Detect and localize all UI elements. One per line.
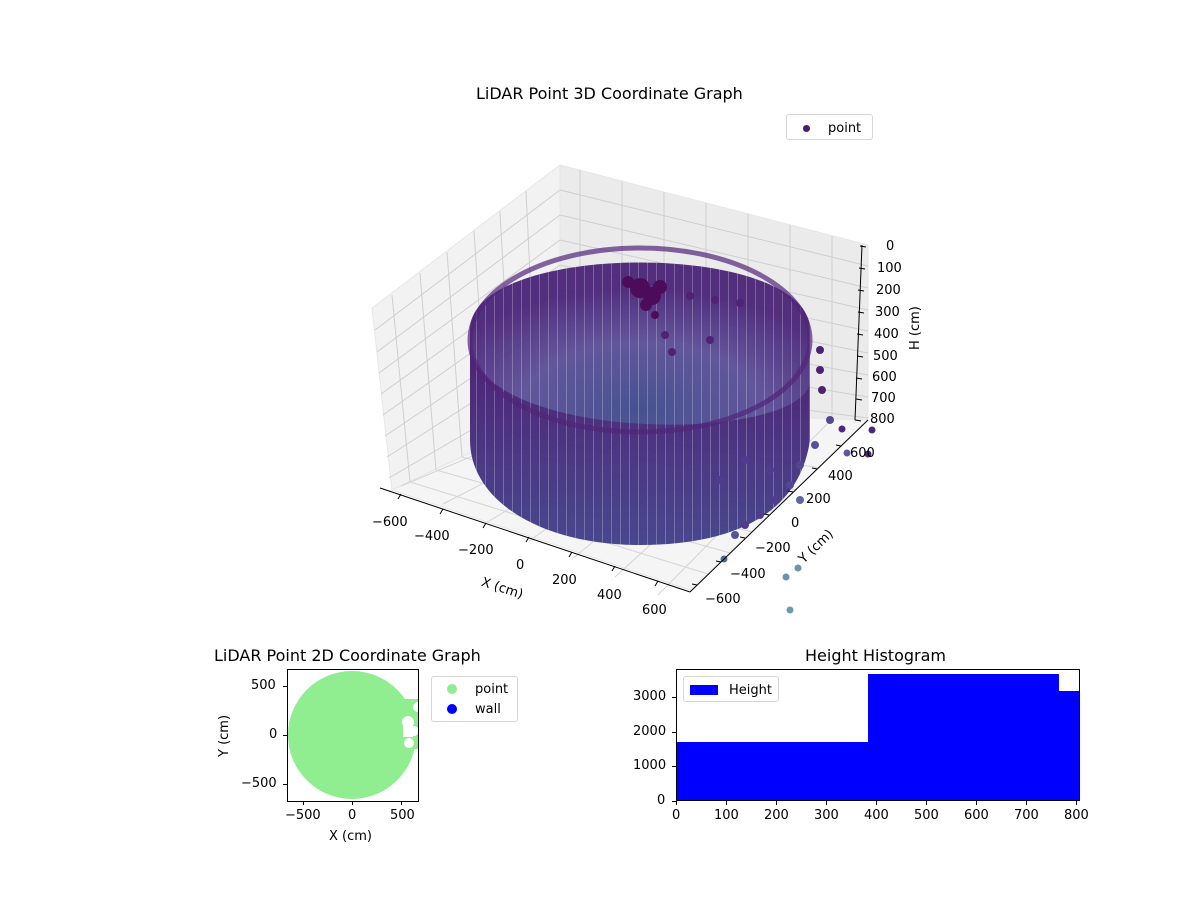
axis-lines [379,244,869,593]
point-scatter-2d [288,669,419,799]
legend-3d: point [786,114,873,140]
legend-item-wall: wall [438,699,511,719]
histogram-bar [1059,691,1079,800]
chart-2d-title: LiDAR Point 2D Coordinate Graph [214,646,481,665]
y-axis-line [689,419,869,593]
histogram-x-tick-label: 400 [864,808,889,823]
histogram-x-ticks [676,801,1086,806]
z-tick-label: 800 [870,412,895,427]
z-tick-label: 700 [871,391,896,406]
histogram-bar [868,674,1059,800]
legend-marker-icon [447,704,457,714]
x-axis-line [379,487,691,593]
histogram-plot-area [676,669,1080,801]
histogram-x-tick-label: 800 [1064,808,1089,823]
legend-marker-icon [447,684,457,694]
x-tick-label-2d: 0 [348,808,357,823]
x-axis-label-2d: X (cm) [329,829,372,844]
histogram-x-tick-label: 100 [714,808,739,823]
legend-label: wall [475,701,501,717]
histogram-x-tick-label: 0 [672,808,681,823]
legend-swatch-icon [690,685,718,695]
histogram-title: Height Histogram [805,646,946,665]
x-tick-label: 0 [516,558,525,573]
z-tick-label: 300 [875,305,900,320]
z-tick-label: 600 [872,370,897,385]
histogram-y-ticks [671,669,676,803]
y-tick-label-2d: −500 [241,776,277,791]
y-tick-label-2d: 0 [269,727,278,742]
x-tick-label: 200 [552,573,577,588]
x-tick-label: −600 [372,515,408,530]
z-axis-label-3d: H (cm) [908,306,923,350]
y-tick-label: −600 [705,592,741,607]
z-tick-label: 0 [886,239,895,254]
y-tick-label: 600 [850,446,875,461]
histogram-x-tick-label: 500 [914,808,939,823]
legend-2d: point wall [431,676,518,722]
legend-label: Height [729,682,772,698]
y-axis-label-2d: Y (cm) [217,714,232,757]
y-tick-label: −400 [730,567,766,582]
y-tick-label: −200 [755,541,791,556]
y-axis-ticks [691,444,842,586]
y-tick-label: 400 [828,469,853,484]
y-tick-label-2d: 500 [251,678,276,693]
legend-marker-icon [803,124,810,132]
histogram-x-tick-label: 300 [814,808,839,823]
histogram-x-tick-label: 600 [964,808,989,823]
z-tick-label: 400 [874,327,899,342]
y-tick-label: 0 [791,516,800,531]
histogram-y-tick-label: 3000 [633,689,667,704]
legend-histogram: Height [683,676,779,702]
histogram-y-tick-label: 1000 [633,758,667,773]
z-tick-label: 100 [877,261,902,276]
histogram-y-tick-label: 2000 [633,724,667,739]
x-tick-label: −200 [458,543,494,558]
histogram-x-tick-label: 200 [764,808,789,823]
cylinder-points [467,245,834,545]
histogram-bar [677,742,868,800]
legend-item-height: Height [689,680,773,700]
chart-3d-canvas [371,163,876,614]
legend-label: point [475,681,509,697]
x-tick-label-2d: 500 [390,808,415,823]
legend-label: point [828,120,862,136]
x-ticks-2d [287,801,419,806]
z-tick-label: 500 [873,349,898,364]
histogram-y-tick-label: 0 [657,793,666,808]
x-tick-label: 400 [597,588,622,603]
x-tick-label: −400 [414,529,450,544]
outlier-points [720,425,876,614]
chart-2d-canvas [287,669,419,802]
z-axis-ticks [854,245,867,422]
y-tick-label: 200 [806,492,831,507]
z-tick-label: 200 [876,283,901,298]
z-axis-line [854,244,863,421]
legend-item-point: point [795,118,864,138]
x-axis-ticks [397,493,659,587]
x-tick-label-2d: −500 [285,808,321,823]
chart-3d-title: LiDAR Point 3D Coordinate Graph [476,84,743,103]
histogram-x-tick-label: 700 [1014,808,1039,823]
legend-item-point: point [438,679,511,699]
x-tick-label: 600 [642,603,667,618]
y-ticks-2d [282,669,287,802]
